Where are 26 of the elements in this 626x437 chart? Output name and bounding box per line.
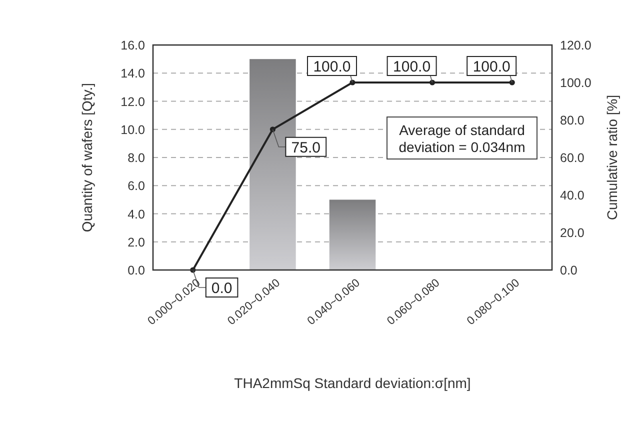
y-tick-label: 4.0 (128, 207, 146, 222)
y-tick-label: 12.0 (120, 94, 146, 109)
y-tick-label: 6.0 (128, 179, 146, 194)
y2-axis-title: Cumulative ratio [%] (604, 94, 620, 220)
y-tick-label: 2.0 (128, 235, 146, 250)
data-label: 100.0 (393, 58, 431, 76)
y-tick-label: 8.0 (128, 151, 146, 165)
y-tick-label: 16.0 (120, 38, 146, 52)
data-label: 100.0 (313, 58, 351, 76)
y2-tick-label: 80.0 (560, 114, 584, 128)
y2-tick-label: 100.0 (560, 76, 592, 90)
data-label: 100.0 (472, 58, 510, 76)
y2-tick-label: 60.0 (560, 151, 584, 165)
y-tick-label: 10.0 (120, 122, 146, 137)
point (430, 80, 436, 86)
y2-tick-label: 120.0 (560, 38, 592, 52)
x-axis-title: THA2mmSq Standard deviation:σ[nm] (234, 375, 471, 391)
y-axis-title: Quantity of wafers [Qty.] (79, 82, 95, 232)
data-label: 75.0 (291, 139, 320, 156)
point (270, 126, 276, 132)
annotation: Average of standard deviation = 0.034nm (398, 122, 526, 155)
y-tick-label: 0.0 (128, 264, 146, 278)
y2-tick-label: 0.0 (560, 264, 578, 278)
y2-tick-label: 40.0 (560, 188, 584, 202)
y-tick-label: 14.0 (120, 66, 146, 81)
y2-tick-label: 20.0 (560, 226, 584, 240)
